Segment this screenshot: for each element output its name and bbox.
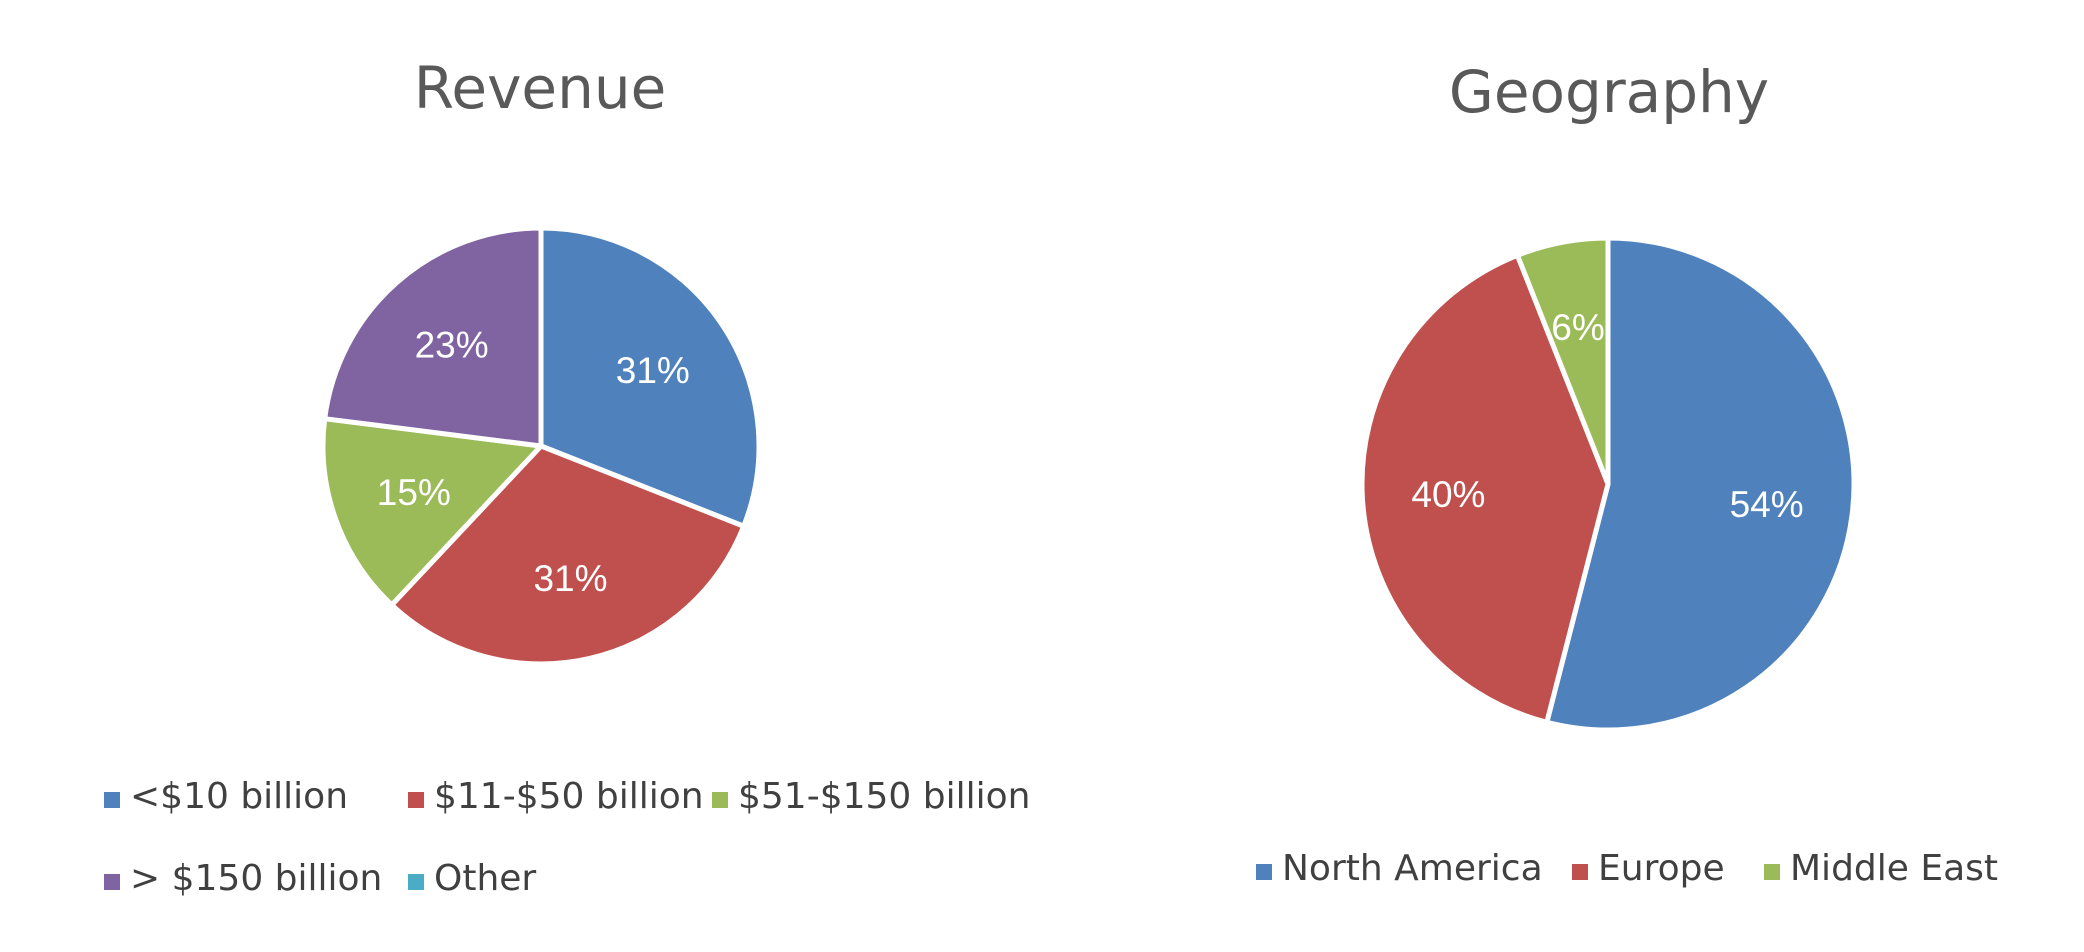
revenue-chart: Revenue 31% 31% 15% 23% <$10 billion $11-$50… (104, 54, 1030, 899)
legend-label-51-150-billion: $51-$150 billion (738, 776, 1030, 817)
geography-chart: Geography 54% 40% 6% North America Europe Mi… (1256, 58, 1998, 889)
data-label-europe: 40% (1411, 474, 1485, 515)
legend-swatch-middle-east (1764, 864, 1780, 880)
pie-slice-11-50-billion (389, 443, 747, 667)
pie-slice-middle-east (1514, 235, 1611, 487)
geography-legend: North America Europe Middle East (1256, 848, 1998, 889)
legend-item-150-billion: > $150 billion (104, 858, 382, 899)
data-label-10-billion: 31% (616, 350, 690, 391)
data-label-51-150-billion: 15% (377, 472, 451, 513)
legend-swatch-10-billion (104, 792, 120, 808)
legend-label-10-billion: <$10 billion (130, 776, 348, 817)
geography-pie: 54% 40% 6% (1359, 235, 1857, 733)
legend-label-europe: Europe (1598, 848, 1725, 889)
legend-label-11-50-billion: $11-$50 billion (434, 776, 704, 817)
pie-slice-10-billion (538, 225, 762, 529)
data-label-11-50-billion: 31% (533, 558, 607, 599)
data-label-150-billion: 23% (415, 325, 489, 366)
revenue-chart-title: Revenue (414, 54, 667, 122)
legend-swatch-51-150-billion (712, 792, 728, 808)
legend-item-other: Other (408, 858, 536, 899)
legend-item-middle-east: Middle East (1764, 848, 1998, 889)
revenue-legend: <$10 billion $11-$50 billion $51-$150 bill… (104, 776, 1030, 899)
geography-chart-title: Geography (1449, 58, 1769, 126)
legend-swatch-150-billion (104, 874, 120, 890)
legend-label-middle-east: Middle East (1790, 848, 1998, 889)
data-label-north-america: 54% (1730, 484, 1804, 525)
legend-label-150-billion: > $150 billion (130, 858, 382, 899)
data-label-middle-east: 6% (1551, 307, 1604, 348)
pie-slice-150-billion (322, 225, 544, 449)
legend-swatch-11-50-billion (408, 792, 424, 808)
legend-item-north-america: North America (1256, 848, 1543, 889)
legend-item-europe: Europe (1572, 848, 1725, 889)
legend-label-north-america: North America (1282, 848, 1543, 889)
pie-slice-europe (1359, 252, 1611, 725)
legend-item-51-150-billion: $51-$150 billion (712, 776, 1030, 817)
legend-label-other: Other (434, 858, 536, 899)
legend-swatch-north-america (1256, 864, 1272, 880)
pie-slice-north-america (1544, 235, 1857, 733)
revenue-pie: 31% 31% 15% 23% (320, 225, 762, 667)
legend-item-11-50-billion: $11-$50 billion (408, 776, 704, 817)
legend-swatch-other (408, 874, 424, 890)
legend-item-10-billion: <$10 billion (104, 776, 348, 817)
pie-slice-51-150-billion (320, 416, 544, 608)
legend-swatch-europe (1572, 864, 1588, 880)
